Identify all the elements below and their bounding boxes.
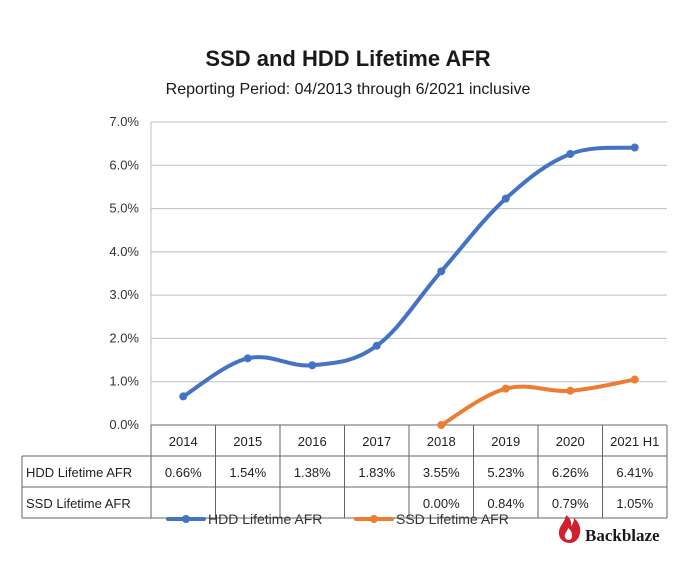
- data-point: [630, 143, 639, 152]
- data-label: 6.41%: [616, 465, 653, 480]
- data-label: 0.66%: [165, 465, 202, 480]
- y-tick-label: 6.0%: [109, 157, 139, 172]
- legend: HDD Lifetime AFR SSD Lifetime AFR: [166, 511, 509, 527]
- data-label: 1.05%: [616, 496, 653, 511]
- legend-marker: [370, 515, 378, 523]
- chart-subtitle: Reporting Period: 04/2013 through 6/2021…: [166, 81, 531, 98]
- brand-name: Backblaze: [585, 526, 660, 545]
- data-label: 0.84%: [487, 496, 524, 511]
- table-row-header: HDD Lifetime AFR: [26, 465, 132, 480]
- data-label: 6.26%: [552, 465, 589, 480]
- flame-icon: [558, 515, 581, 543]
- data-point: [437, 267, 446, 276]
- data-point: [501, 194, 510, 203]
- y-tick-label: 4.0%: [109, 244, 139, 259]
- y-tick-label: 5.0%: [109, 201, 139, 216]
- series-group: [179, 143, 639, 429]
- x-tick-label: 2017: [362, 434, 391, 449]
- legend-label: SSD Lifetime AFR: [396, 511, 509, 527]
- data-point: [372, 341, 381, 350]
- data-label: 5.23%: [487, 465, 524, 480]
- data-point: [630, 375, 639, 384]
- data-point: [437, 421, 446, 429]
- y-axis: 0.0% 1.0% 2.0% 3.0% 4.0% 5.0% 6.0% 7.0%: [109, 114, 139, 432]
- x-tick-label: 2014: [169, 434, 198, 449]
- y-tick-label: 3.0%: [109, 287, 139, 302]
- x-tick-label: 2019: [491, 434, 520, 449]
- data-point: [308, 361, 317, 370]
- data-label: 0.79%: [552, 496, 589, 511]
- x-tick-label: 2016: [298, 434, 327, 449]
- y-tick-label: 7.0%: [109, 114, 139, 129]
- gridlines: [150, 121, 667, 426]
- brand-logo: Backblaze: [558, 515, 660, 545]
- legend-marker: [182, 515, 190, 523]
- data-label: 1.54%: [229, 465, 266, 480]
- data-point: [566, 150, 575, 159]
- series-line: [439, 377, 637, 427]
- data-point: [501, 384, 510, 393]
- legend-label: HDD Lifetime AFR: [208, 511, 322, 527]
- data-label: 0.00%: [423, 496, 460, 511]
- y-tick-label: 0.0%: [109, 417, 139, 432]
- flame-inner: [564, 528, 572, 540]
- x-tick-label: 2020: [556, 434, 585, 449]
- data-point: [179, 392, 188, 401]
- data-table: 2014 2015 2016 2017 2018 2019 2020 2021 H1 HDD L…: [21, 424, 668, 519]
- series-line: [181, 145, 637, 399]
- data-label: 1.38%: [294, 465, 331, 480]
- data-label: 3.55%: [423, 465, 460, 480]
- chart-title: SSD and HDD Lifetime AFR: [205, 46, 490, 71]
- x-tick-label: 2021 H1: [610, 434, 659, 449]
- data-point: [243, 354, 252, 363]
- data-label: 1.83%: [358, 465, 395, 480]
- table-row-header: SSD Lifetime AFR: [26, 496, 131, 511]
- y-tick-label: 2.0%: [109, 330, 139, 345]
- x-tick-label: 2015: [233, 434, 262, 449]
- x-tick-label: 2018: [427, 434, 456, 449]
- y-tick-label: 1.0%: [109, 374, 139, 389]
- data-point: [566, 386, 575, 395]
